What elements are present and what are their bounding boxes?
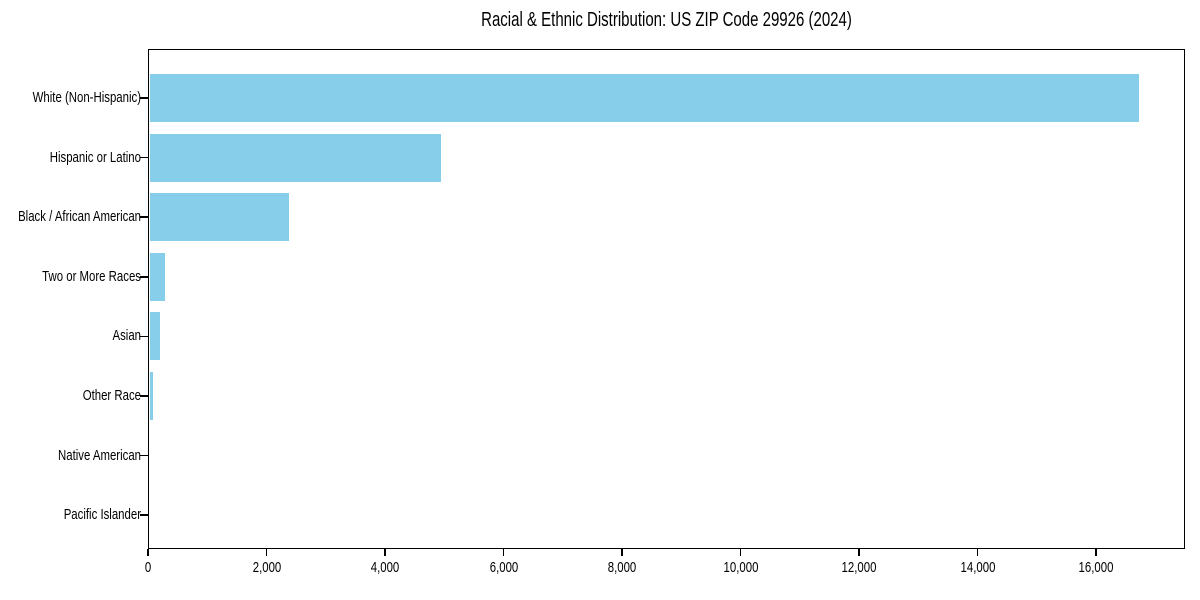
plot-area <box>148 49 1185 549</box>
y-axis-label: Pacific Islander <box>63 506 141 524</box>
x-tick-label: 2,000 <box>252 559 281 576</box>
y-tick-mark <box>140 335 148 338</box>
bar <box>149 312 160 361</box>
y-axis-label: Other Race <box>82 387 141 404</box>
x-tick-label: 14,000 <box>960 559 996 576</box>
x-tick-label: 0 <box>144 559 152 576</box>
y-tick-mark <box>140 97 148 99</box>
x-tick-label: 8,000 <box>607 559 637 576</box>
x-tick-mark <box>265 549 268 556</box>
y-tick-mark <box>140 514 148 516</box>
x-tick-mark <box>858 549 860 556</box>
bar <box>149 252 166 301</box>
bar <box>149 133 442 182</box>
x-tick-label: 10,000 <box>723 559 758 576</box>
y-tick-mark <box>140 276 148 278</box>
y-axis-label: Native American <box>57 446 141 464</box>
x-tick-mark <box>147 549 149 556</box>
x-tick-mark <box>502 549 505 556</box>
y-axis-label: Asian <box>112 327 141 345</box>
y-tick-mark <box>140 395 148 397</box>
bar <box>149 372 154 420</box>
y-tick-mark <box>140 156 148 159</box>
bar <box>149 193 290 242</box>
y-axis-label: Two or More Races <box>42 267 141 285</box>
bar <box>149 74 1140 122</box>
x-tick-mark <box>384 549 386 556</box>
x-tick-mark <box>1095 549 1097 556</box>
x-tick-mark <box>739 549 742 556</box>
y-axis-label: White (Non-Hispanic) <box>32 89 141 106</box>
x-tick-label: 4,000 <box>370 559 400 576</box>
y-axis-label: Black / African American <box>18 208 141 226</box>
x-tick-mark <box>976 549 979 556</box>
x-tick-label: 6,000 <box>489 559 518 576</box>
y-tick-mark <box>140 216 148 218</box>
x-tick-mark <box>621 549 623 556</box>
x-tick-label: 16,000 <box>1078 559 1114 576</box>
y-tick-mark <box>140 454 148 457</box>
x-tick-label: 12,000 <box>841 559 877 576</box>
chart-title: Racial & Ethnic Distribution: US ZIP Cod… <box>481 9 852 31</box>
y-axis-label: Hispanic or Latino <box>49 148 141 166</box>
